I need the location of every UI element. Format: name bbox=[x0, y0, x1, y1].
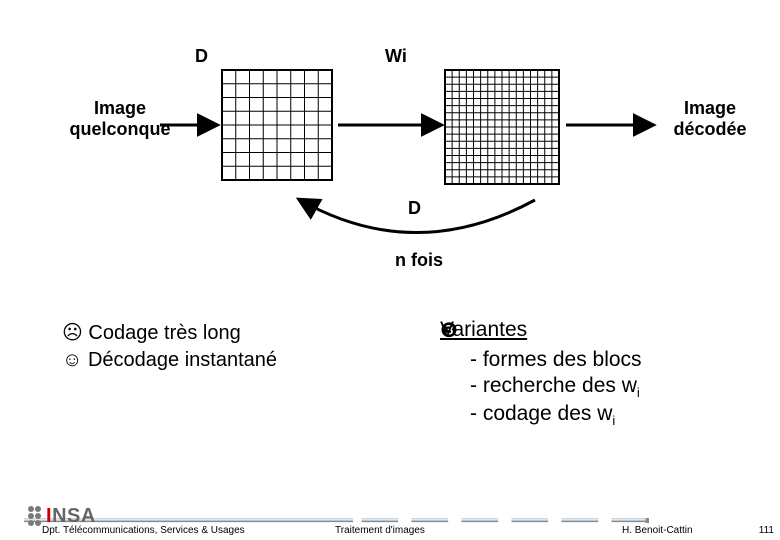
variant-3-sub: i bbox=[612, 413, 615, 428]
pipeline-diagram: Image quelconque D Wi Image décodée D n … bbox=[0, 40, 780, 280]
footer-page: 111 bbox=[759, 525, 774, 536]
variants-block: ❸ Variantes - formes des blocs - recherc… bbox=[440, 318, 642, 430]
footer-author: H. Benoit-Cattin bbox=[622, 525, 693, 536]
footer-bar bbox=[24, 518, 649, 523]
grid-coarse bbox=[222, 70, 332, 180]
variant-3-prefix: - bbox=[470, 402, 483, 425]
variant-2-text: recherche des w bbox=[483, 374, 637, 397]
bullet-decodage: ☺ Décodage instantané bbox=[62, 349, 277, 372]
variant-1-prefix: - bbox=[470, 348, 483, 371]
diagram-svg bbox=[0, 40, 780, 280]
sad-icon: ☹ bbox=[62, 322, 83, 344]
variant-2-prefix: - bbox=[470, 374, 483, 397]
logo-dots-icon bbox=[28, 506, 42, 527]
variant-3: - codage des wi bbox=[470, 402, 642, 428]
variant-2: - recherche des wi bbox=[470, 374, 642, 400]
feedback-arrow bbox=[300, 200, 535, 233]
bullet-codage-text: Codage très long bbox=[88, 322, 240, 344]
slide-footer: INSA Dpt. Télécommunications, Services &… bbox=[0, 498, 780, 540]
logo-grey: NSA bbox=[52, 505, 96, 527]
variant-2-sub: i bbox=[637, 385, 640, 400]
footer-dept: Dpt. Télécommunications, Services & Usag… bbox=[42, 525, 245, 536]
bullet-codage: ☹ Codage très long bbox=[62, 320, 277, 345]
variant-3-text: codage des w bbox=[483, 402, 613, 425]
variant-1-text: formes des blocs bbox=[483, 348, 642, 371]
happy-icon: ☺ bbox=[62, 349, 82, 371]
pros-cons-block: ☹ Codage très long ☺ Décodage instantané bbox=[62, 320, 277, 376]
variant-1: - formes des blocs bbox=[470, 348, 642, 372]
footer-center: Traitement d'images bbox=[335, 525, 425, 536]
grid-fine bbox=[445, 70, 559, 184]
book-icon: ❸ bbox=[440, 318, 458, 343]
variants-heading-row: ❸ Variantes bbox=[440, 318, 642, 342]
bullet-decodage-text: Décodage instantané bbox=[88, 349, 277, 371]
